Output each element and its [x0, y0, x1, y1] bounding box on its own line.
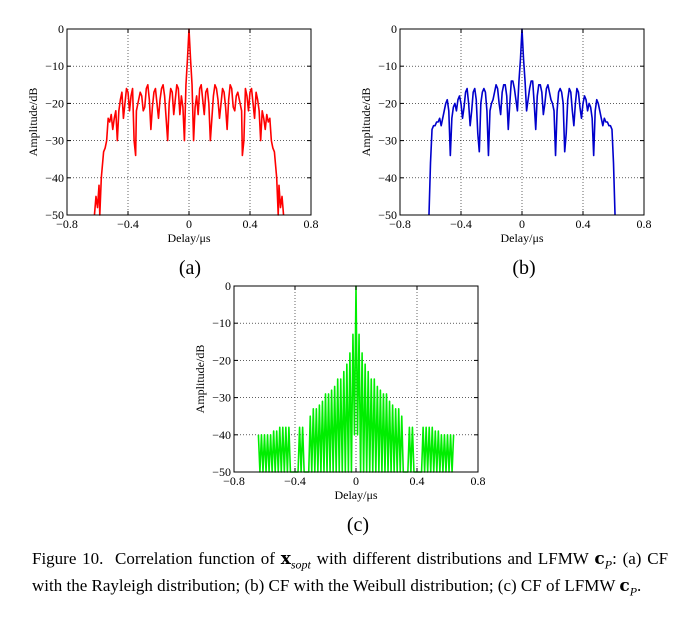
y-tick-label: −10 [212, 316, 231, 330]
panel-label-b: (b) [512, 257, 536, 279]
x-tick-label: −0.8 [56, 217, 78, 231]
y-tick-label: 0 [391, 22, 397, 36]
chart-a-group: −0.8 −0.4 0 0.4 0.8 0 −10 −20 −30 −40 −50 Delay/μs A… [26, 22, 319, 245]
y-tick-label: −50 [212, 465, 231, 479]
x-tick-label: 0 [186, 217, 192, 231]
y-tick-label: −10 [45, 59, 64, 73]
panel-label-c: (c) [346, 514, 370, 536]
caption-text-4: . [637, 576, 642, 596]
y-tick-label: −50 [378, 208, 397, 222]
y-axis-label: Amplitude/dB [26, 88, 40, 157]
x-tick-label: −0.4 [450, 217, 472, 231]
panel-label-a: (a) [178, 257, 202, 279]
caption-var-c1: c [594, 549, 605, 569]
x-axis-label: Delay/μs [167, 231, 210, 245]
caption-sub-p1: P [604, 557, 613, 572]
caption-text-1: Correlation function of [115, 549, 275, 568]
x-tick-label: 0.4 [576, 217, 591, 231]
caption-label: Figure 10. [32, 549, 104, 568]
chart-c-group: −0.8 −0.4 0 0.4 0.8 0 −10 −20 −30 −40 −50 Delay/μs A… [193, 279, 486, 502]
y-axis-label: Amplitude/dB [193, 345, 207, 414]
y-tick-label: 0 [58, 22, 64, 36]
y-tick-label: −20 [378, 96, 397, 110]
caption-sub-p2: P [629, 584, 638, 599]
caption-text-2: with different distributions and LFMW [316, 549, 589, 568]
y-tick-label: 0 [225, 279, 231, 293]
x-axis-label: Delay/μs [500, 231, 543, 245]
y-tick-label: −20 [212, 353, 231, 367]
y-tick-label: −40 [212, 428, 231, 442]
y-tick-label: −30 [212, 391, 231, 405]
y-tick-label: −20 [45, 96, 64, 110]
x-tick-label: 0 [353, 474, 359, 488]
caption-var-c2: c [619, 576, 630, 597]
x-tick-label: −0.8 [223, 474, 245, 488]
x-tick-label: −0.4 [284, 474, 306, 488]
chart-b-group: −0.8 −0.4 0 0.4 0.8 0 −10 −20 −30 −40 −50 Delay/μs A… [359, 22, 652, 245]
x-tick-label: 0.8 [471, 474, 486, 488]
y-tick-label: −40 [378, 171, 397, 185]
x-tick-label: 0.4 [243, 217, 258, 231]
x-tick-label: −0.4 [117, 217, 139, 231]
x-tick-label: 0.8 [637, 217, 652, 231]
y-tick-label: −50 [45, 208, 64, 222]
caption-sub-sopt: sopt [290, 557, 311, 572]
caption-var-x: x [280, 549, 291, 569]
x-tick-label: 0.8 [304, 217, 319, 231]
y-tick-label: −40 [45, 171, 64, 185]
y-tick-label: −30 [378, 134, 397, 148]
y-axis-label: Amplitude/dB [359, 88, 373, 157]
caption-text-3: : (a) CF with the Rayleigh distribution;… [32, 549, 669, 596]
x-tick-label: 0.4 [410, 474, 425, 488]
figure-caption: Figure 10. Correlation function of xsopt… [32, 548, 668, 603]
x-tick-label: −0.8 [389, 217, 411, 231]
x-tick-label: 0 [519, 217, 525, 231]
y-tick-label: −30 [45, 134, 64, 148]
x-axis-label: Delay/μs [334, 488, 377, 502]
y-tick-label: −10 [378, 59, 397, 73]
